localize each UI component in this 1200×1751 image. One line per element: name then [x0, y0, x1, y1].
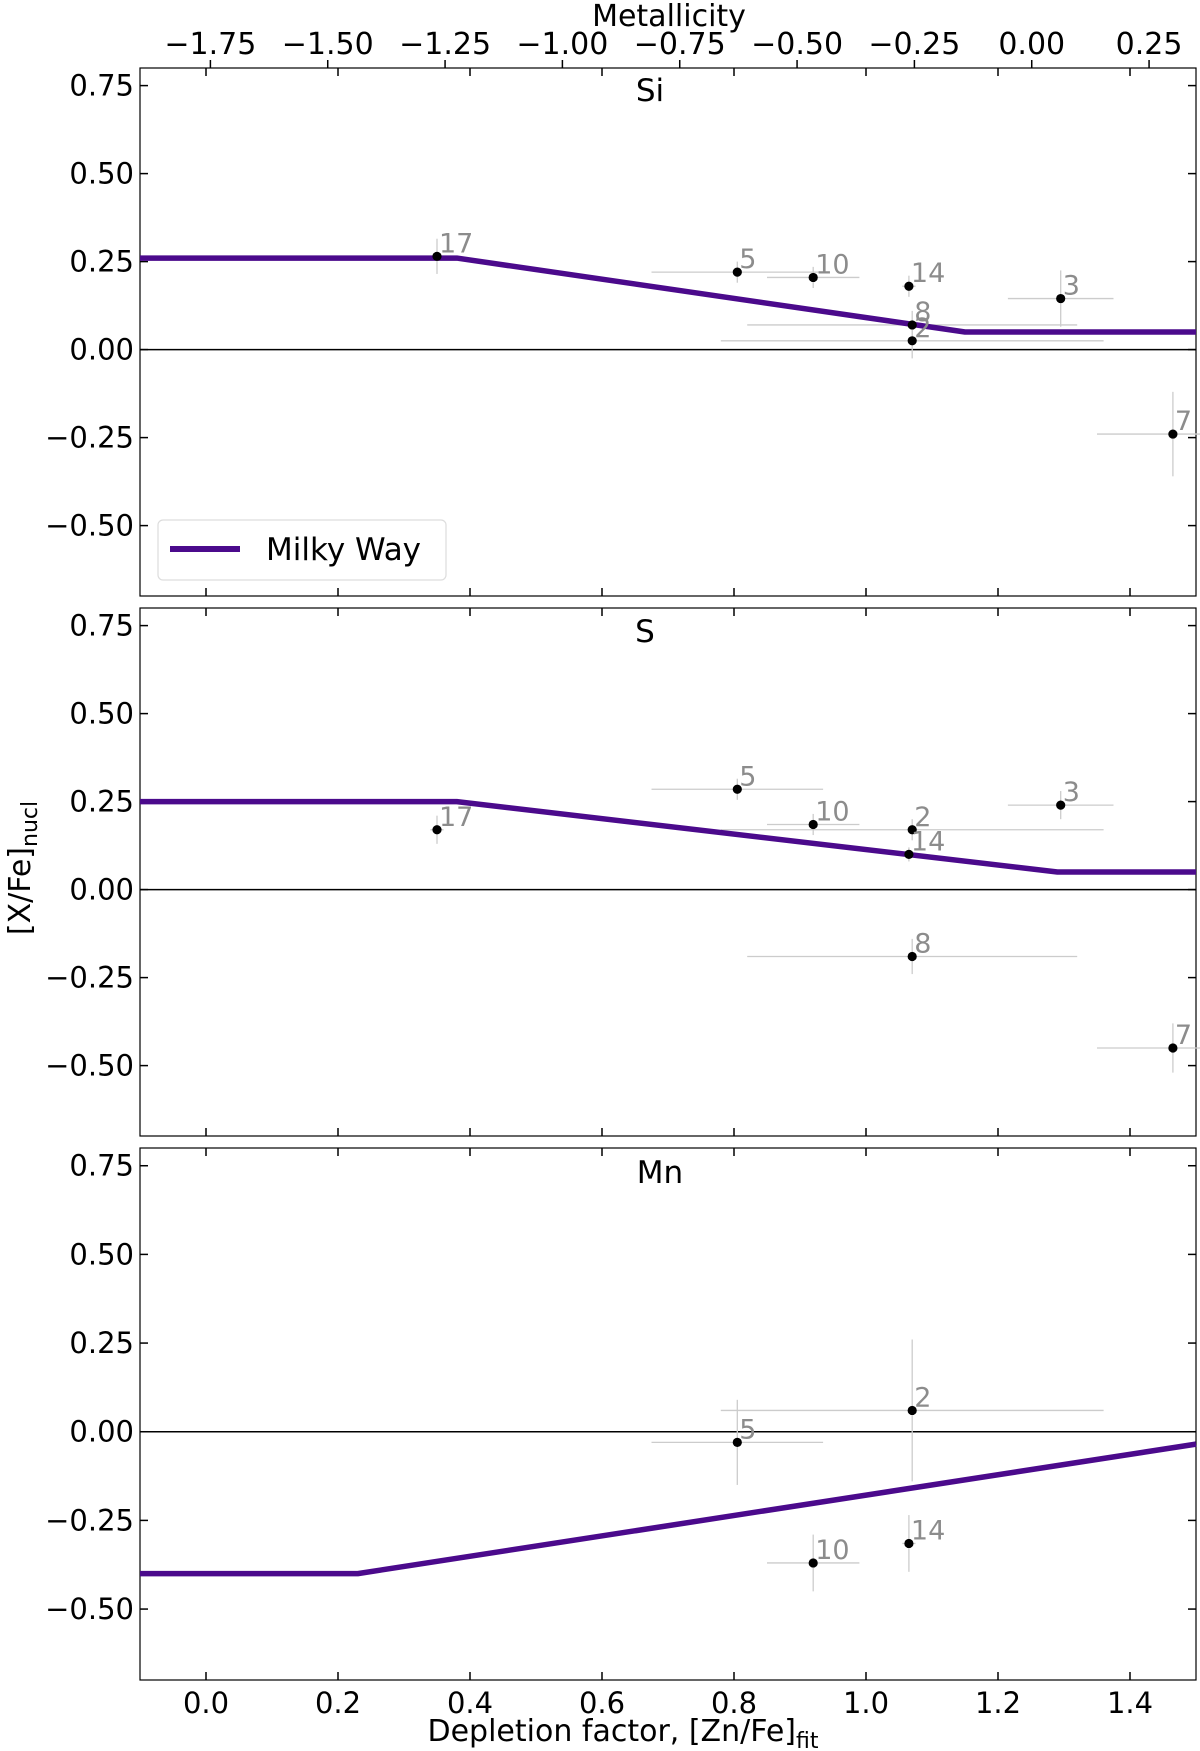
data-point-label: 2 — [914, 313, 931, 344]
data-point-label: 17 — [439, 228, 473, 259]
x-axis-label-main: Depletion factor, [Zn/Fe] — [428, 1714, 797, 1749]
data-point — [907, 825, 917, 835]
milky-way-model-line — [140, 798, 1196, 875]
data-point — [732, 1437, 742, 1447]
panel-title: S — [635, 614, 655, 650]
x-axis-label-subscript: fit — [796, 1729, 819, 1751]
top-axis-label: Metallicity — [592, 0, 746, 34]
data-point — [904, 849, 914, 860]
y-axis-label: [X/Fe]nucl — [3, 801, 43, 935]
top-tick-label: −0.50 — [751, 27, 843, 62]
milky-way-model-line — [140, 1441, 1197, 1577]
y-tick-label: 0.75 — [69, 1149, 134, 1183]
top-tick-label: −1.00 — [516, 27, 608, 62]
data-point — [432, 825, 442, 835]
data-point — [808, 819, 818, 830]
data-point-label: 3 — [1063, 777, 1080, 808]
data-point — [907, 320, 917, 330]
y-tick-label: −0.25 — [45, 961, 134, 995]
y-tick-label: 0.00 — [69, 1415, 134, 1449]
data-point-label: 14 — [911, 258, 945, 289]
data-point-label: 8 — [914, 928, 931, 959]
y-tick-label: 0.50 — [69, 157, 134, 191]
data-point — [808, 1558, 818, 1568]
data-point — [1056, 293, 1066, 304]
x-axis-label: Depletion factor, [Zn/Fe]fit — [428, 1714, 819, 1751]
data-point — [907, 1405, 917, 1416]
data-point-label: 10 — [815, 1535, 849, 1566]
data-point — [808, 272, 818, 283]
data-point — [904, 281, 914, 291]
top-metallicity-axis: −1.75 −1.50 −1.25 −1.00 −0.75 −0.50 −0.25 0.00 0… — [164, 27, 1182, 68]
panel-title: Mn — [637, 1155, 683, 1191]
data-point-label: 5 — [739, 761, 756, 792]
y-tick-label: 0.25 — [69, 785, 134, 819]
data-point-label: 10 — [815, 796, 849, 827]
data-point — [732, 267, 742, 277]
data-point — [432, 251, 442, 261]
y-axis-label-main: [X/Fe] — [3, 847, 38, 935]
x-tick-label: 0.8 — [711, 1686, 757, 1720]
data-point-label: 2 — [914, 802, 931, 833]
y-tick-label: −0.50 — [45, 1049, 134, 1083]
data-point-label: 7 — [1175, 406, 1192, 437]
legend-frame — [157, 519, 447, 581]
top-tick-label: −0.25 — [868, 27, 960, 62]
data-point-label: 10 — [815, 249, 849, 280]
y-tick-label: 0.50 — [69, 697, 134, 731]
panel-s: S −0.50 −0.25 0.00 0.25 0.50 0.75 17 5 10 214 3 8 7 — [45, 607, 1200, 1137]
y-tick-label: −0.25 — [45, 421, 134, 455]
milky-way-model-line — [140, 255, 1196, 335]
y-tick-label: 0.00 — [69, 333, 134, 367]
data-point-label: 17 — [439, 802, 473, 833]
y-tick-label: 0.25 — [69, 1326, 134, 1360]
data-point — [1168, 429, 1178, 439]
y-tick-label: −0.50 — [45, 509, 134, 543]
y-tick-label: 0.50 — [69, 1237, 134, 1271]
data-point-label: 8 — [914, 297, 931, 328]
data-point-label: 14 — [911, 826, 945, 857]
data-point-label: 2 — [914, 1382, 931, 1413]
y-tick-label: −0.25 — [45, 1503, 134, 1537]
data-point — [1056, 800, 1066, 810]
y-tick-label: 0.75 — [69, 69, 134, 103]
panel-frame — [139, 1147, 1197, 1681]
x-tick-label: 0.6 — [579, 1686, 625, 1720]
data-point — [904, 1538, 914, 1549]
data-point — [907, 951, 917, 962]
x-tick-label: 1.0 — [843, 1686, 889, 1720]
x-tick-label: 1.4 — [1107, 1686, 1153, 1720]
data-point — [1168, 1043, 1178, 1053]
panel-si: Si −0.50 −0.25 0.00 0.25 0.50 0.75 17 5 10 14 3 82 7 — [45, 67, 1200, 597]
panel-title: Si — [636, 73, 664, 109]
panel-mn: Mn −0.50 −0.25 0.00 0.25 0.50 0.75 2 5 10 14 — [45, 1147, 1197, 1681]
data-point-label: 3 — [1063, 271, 1080, 302]
data-point-label: 5 — [739, 244, 756, 275]
top-tick-label: −1.25 — [399, 27, 491, 62]
legend-label: Milky Way — [266, 532, 421, 568]
x-tick-label: 1.2 — [975, 1686, 1021, 1720]
y-tick-label: −0.50 — [45, 1592, 134, 1626]
data-point — [907, 336, 917, 346]
y-tick-label: 0.00 — [69, 873, 134, 907]
x-tick-label: 0.4 — [447, 1686, 493, 1720]
top-tick-label: −0.75 — [634, 27, 726, 62]
top-tick-label: 0.00 — [998, 27, 1065, 62]
y-tick-label: 0.25 — [69, 245, 134, 279]
y-axis-label-subscript: nucl — [18, 801, 43, 847]
x-tick-label: 0.0 — [183, 1686, 229, 1720]
x-tick-label: 0.2 — [315, 1686, 361, 1720]
data-point-label: 7 — [1175, 1020, 1192, 1051]
top-tick-label: −1.75 — [164, 27, 256, 62]
top-tick-label: −1.50 — [282, 27, 374, 62]
top-tick-label: 0.25 — [1116, 27, 1183, 62]
data-point — [732, 784, 742, 794]
data-point-label: 5 — [739, 1414, 756, 1445]
legend: Milky Way — [157, 519, 447, 581]
data-point-label: 14 — [911, 1515, 945, 1546]
y-tick-label: 0.75 — [69, 609, 134, 643]
